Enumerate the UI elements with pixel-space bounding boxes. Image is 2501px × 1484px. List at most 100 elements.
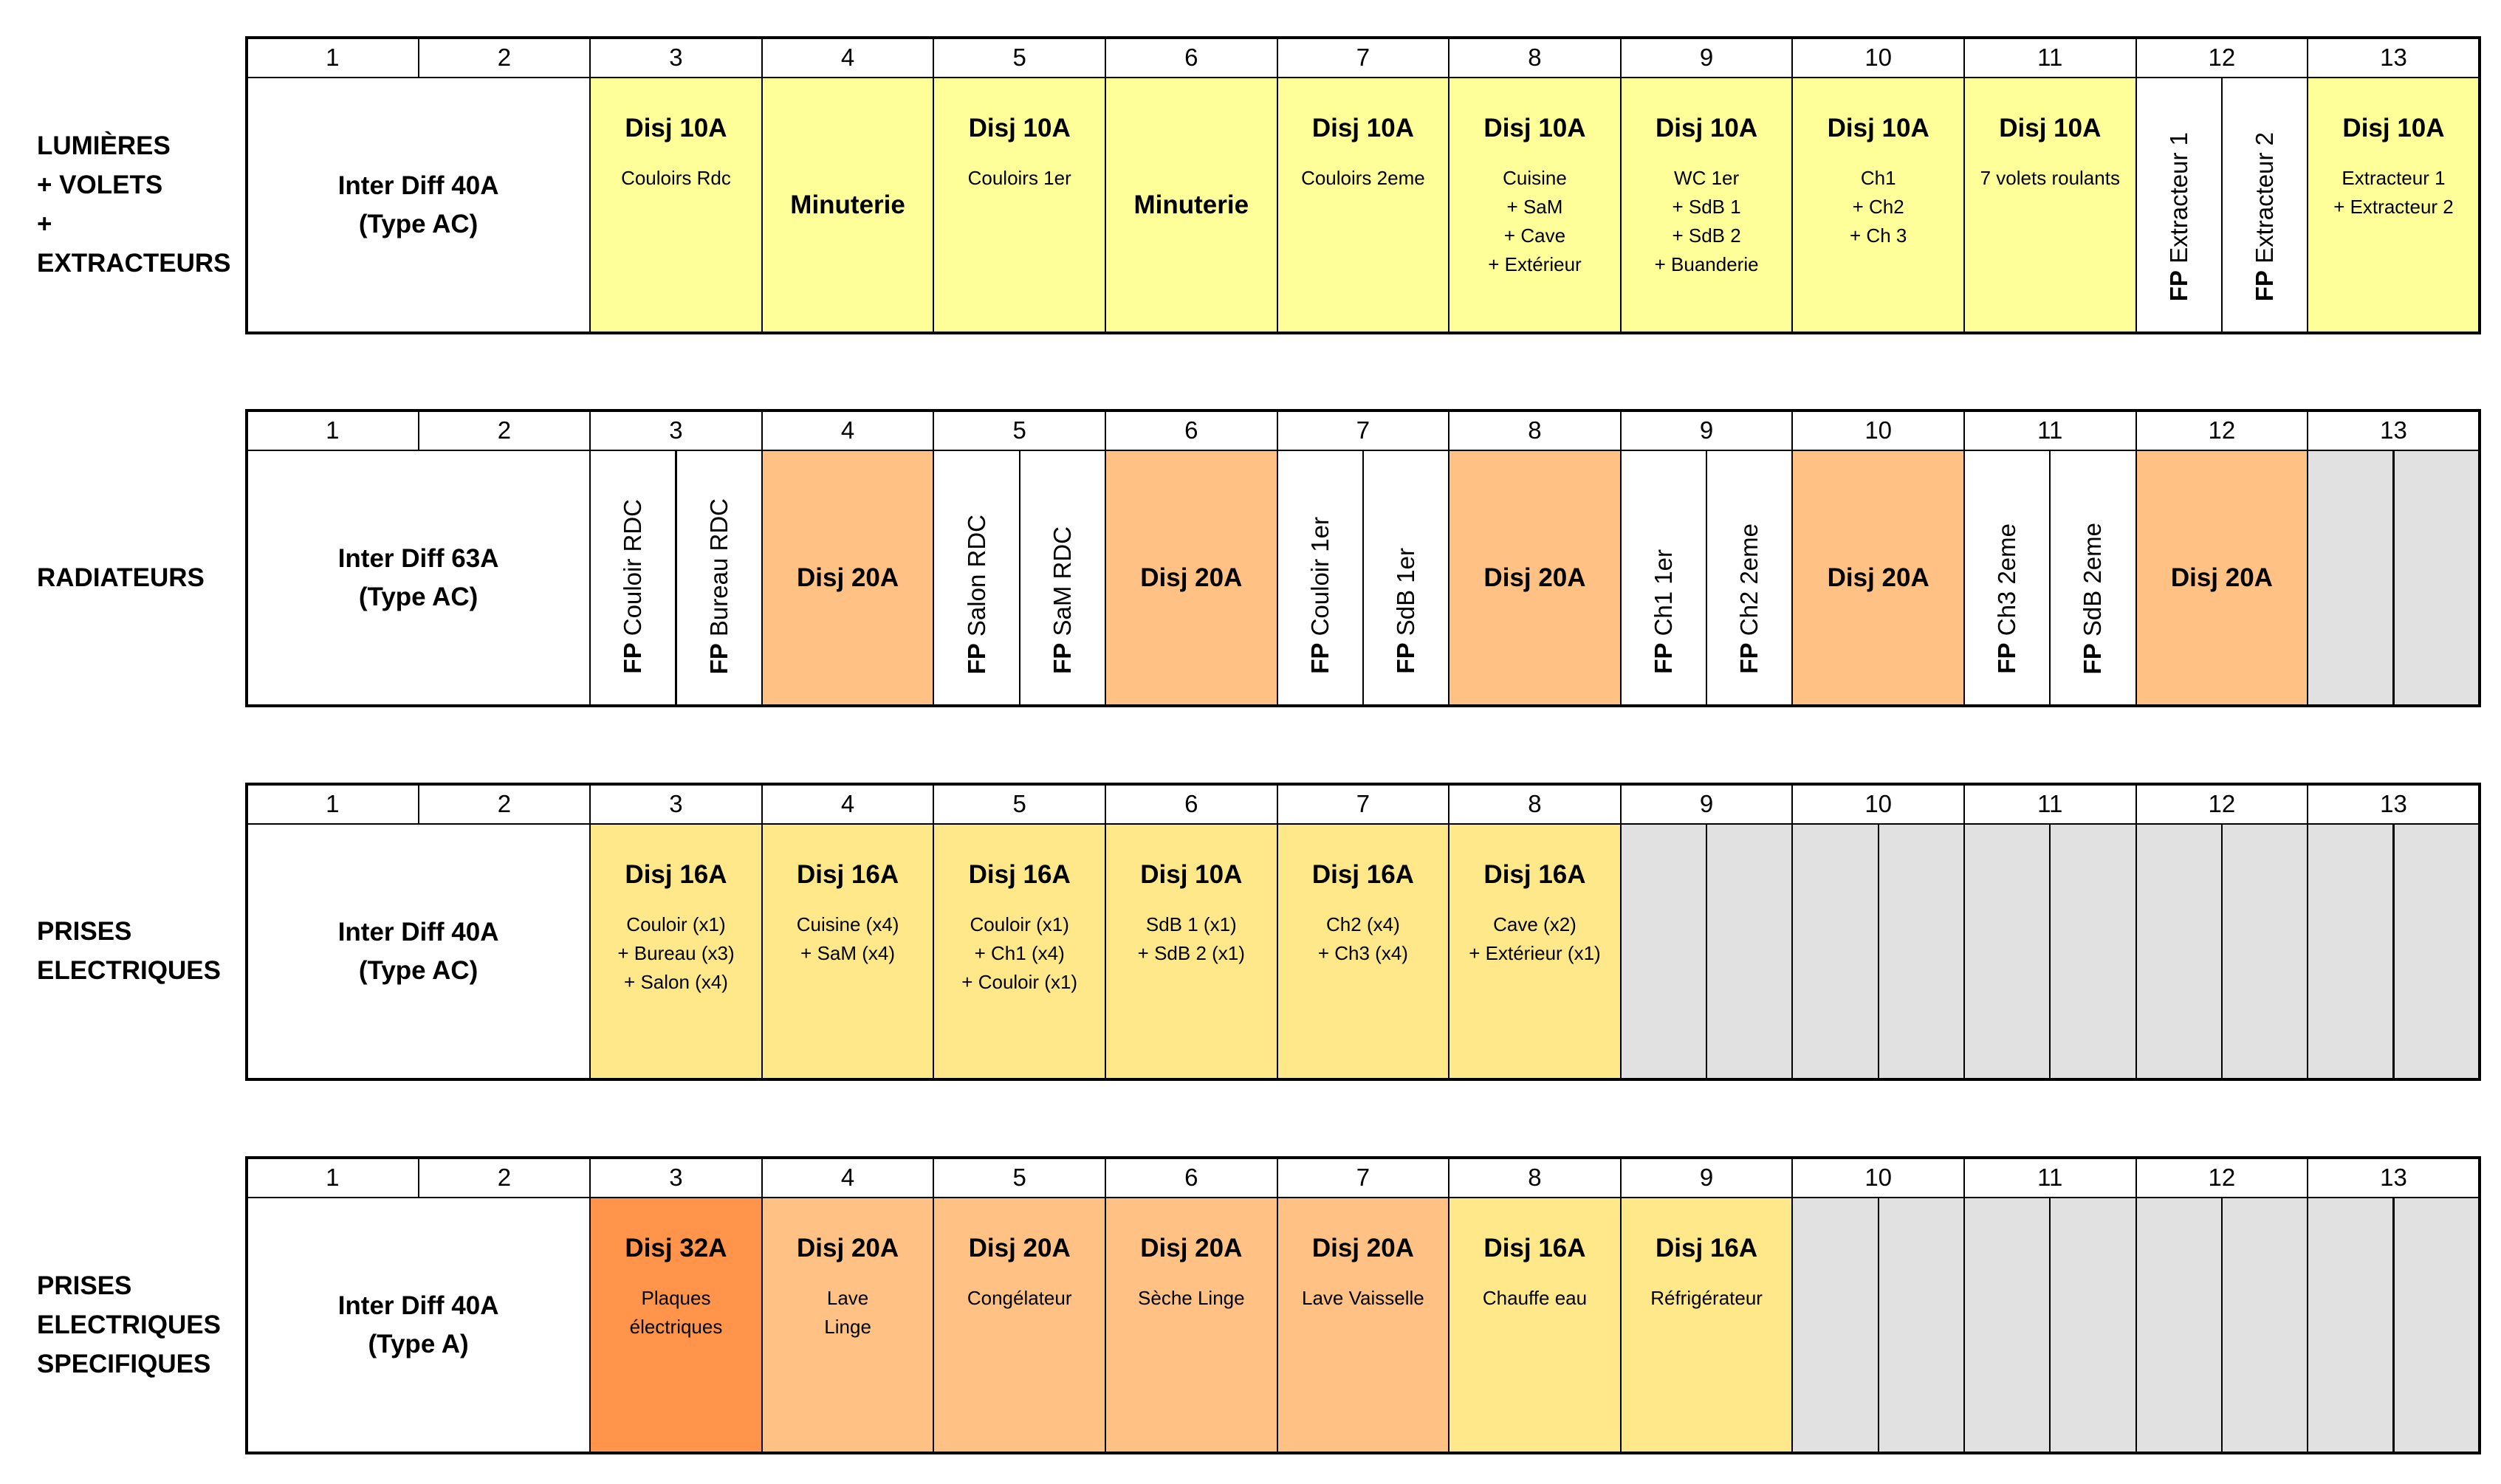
breaker-cell: Minuterie: [1105, 77, 1278, 334]
empty-slot: [2392, 1197, 2480, 1454]
empty-slot: [1877, 823, 1965, 1080]
pilot-wire-room: SaM RDC: [1048, 526, 1076, 636]
slot-number: 1: [246, 783, 419, 825]
breaker-rating: Disj 10A: [1656, 114, 1758, 142]
differential-switch: Inter Diff 40A (Type A): [246, 1197, 591, 1454]
slot-number: 1: [246, 410, 419, 451]
breaker-cell: Disj 20A: [1791, 450, 1965, 707]
slot-number: 2: [417, 410, 591, 451]
pilot-wire-prefix: FP: [704, 642, 733, 674]
breaker-cell: Disj 20A: [2135, 450, 2309, 707]
breaker-circuit: Congélateur: [967, 1287, 1072, 1309]
breaker-cell: Disj 20A Congélateur: [933, 1197, 1106, 1454]
pilot-wire-room: SdB 2eme: [2079, 522, 2107, 636]
slot-number: 13: [2307, 410, 2480, 451]
breaker-cell: Disj 20A Lave Linge: [761, 1197, 935, 1454]
breaker-cell: Disj 10A Couloirs 1er: [933, 77, 1106, 334]
breaker-rating: Disj 10A: [1827, 114, 1929, 142]
pilot-wire-cell: FP SdB 1er: [1362, 450, 1450, 707]
slot-number: 12: [2135, 37, 2309, 78]
pilot-wire-wrap: FP Ch1 1er: [1622, 451, 1706, 705]
row-label: LUMIÈRES + VOLETS + EXTRACTEURS: [37, 77, 244, 332]
pilot-wire-cell: FP Extracteur 2: [2220, 77, 2309, 334]
breaker-circuit: Couloirs 2eme: [1301, 167, 1425, 189]
pilot-wire-label: FP Ch3 2eme: [1993, 523, 2021, 674]
breaker-circuit: Chauffe eau: [1482, 1287, 1588, 1309]
pilot-wire-label: FP Couloir 1er: [1306, 517, 1334, 674]
row-label: PRISES ELECTRIQUES SPECIFIQUES: [37, 1197, 244, 1452]
slot-number: 10: [1791, 1157, 1965, 1198]
breaker-circuit: Réfrigérateur: [1650, 1287, 1763, 1309]
slot-number: 5: [933, 37, 1106, 78]
breaker-cell: Disj 10A Extracteur 1 + Extracteur 2: [2307, 77, 2480, 334]
slot-number: 13: [2307, 783, 2480, 825]
slot-number: 13: [2307, 1157, 2480, 1198]
empty-slot: [2392, 823, 2480, 1080]
breaker-rating: Disj 16A: [1311, 860, 1414, 889]
pilot-wire-prefix: FP: [962, 642, 990, 674]
pilot-wire-wrap: FP Ch2 2eme: [1707, 451, 1791, 705]
row-label: PRISES ELECTRIQUES: [37, 823, 244, 1079]
slot-number: 6: [1105, 37, 1278, 78]
pilot-wire-prefix: FP: [2164, 269, 2192, 301]
breaker-circuit: Couloirs Rdc: [621, 167, 731, 189]
breaker-rating: Disj 16A: [797, 860, 899, 889]
breaker-rating: Disj 10A: [1999, 114, 2102, 142]
pilot-wire-cell: FP SdB 2eme: [2049, 450, 2137, 707]
pilot-wire-room: SdB 1er: [1392, 548, 1420, 636]
breaker-cell: Minuterie: [761, 77, 935, 334]
pilot-wire-label: FP Salon RDC: [963, 515, 991, 674]
empty-slot: [2220, 1197, 2309, 1454]
breaker-cell: Disj 10A SdB 1 (x1) + SdB 2 (x1): [1105, 823, 1278, 1080]
slot-number: 11: [1963, 1157, 2137, 1198]
differential-switch-line: Inter Diff 40A: [337, 918, 499, 947]
empty-slot: [1619, 823, 1708, 1080]
row-label-line: PRISES: [37, 917, 132, 946]
breaker-rating: Disj 20A: [1140, 1234, 1243, 1263]
slot-number: 5: [933, 410, 1106, 451]
pilot-wire-room: Ch1 1er: [1649, 549, 1677, 636]
pilot-wire-label: FP SdB 2eme: [2079, 523, 2107, 674]
pilot-wire-prefix: FP: [1306, 642, 1334, 674]
differential-switch-label: Inter Diff 63A (Type AC): [247, 451, 589, 705]
slot-number: 6: [1105, 410, 1278, 451]
breaker-cell: Disj 10A Couloirs 2eme: [1276, 77, 1450, 334]
pilot-wire-wrap: FP Couloir 1er: [1278, 451, 1362, 705]
pilot-wire-cell: FP Ch1 1er: [1619, 450, 1708, 707]
pilot-wire-prefix: FP: [1993, 642, 2021, 674]
slot-number: 7: [1276, 37, 1450, 78]
pilot-wire-label: FP Extracteur 1: [2165, 132, 2193, 301]
pilot-wire-cell: FP Couloir RDC: [589, 450, 677, 707]
empty-slot: [1877, 1197, 1965, 1454]
breaker-rating: Disj 10A: [968, 114, 1071, 142]
cell-label: Disj 20A: [1483, 563, 1586, 592]
slot-number: 4: [761, 1157, 935, 1198]
pilot-wire-room: Couloir RDC: [619, 499, 647, 636]
pilot-wire-cell: FP Ch3 2eme: [1963, 450, 2051, 707]
breaker-rating: Disj 16A: [1483, 1234, 1586, 1263]
breaker-circuit: Lave Linge: [824, 1287, 871, 1338]
breaker-circuit: Couloir (x1) + Bureau (x3) + Salon (x4): [617, 913, 735, 993]
breaker-rating: Disj 20A: [968, 1234, 1071, 1263]
pilot-wire-cell: FP Ch2 2eme: [1706, 450, 1794, 707]
differential-switch-label: Inter Diff 40A (Type A): [247, 1198, 589, 1452]
differential-switch-line: (Type AC): [358, 583, 478, 611]
pilot-wire-room: Bureau RDC: [704, 498, 733, 636]
cell-label: Disj 20A: [797, 563, 899, 592]
pilot-wire-prefix: FP: [1735, 642, 1763, 674]
breaker-rating: Disj 10A: [1311, 114, 1414, 142]
pilot-wire-label: FP Couloir RDC: [619, 499, 647, 674]
breaker-cell: Disj 16A Couloir (x1) + Ch1 (x4) + Couloi…: [933, 823, 1106, 1080]
row-label-line: RADIATEURS: [37, 563, 205, 592]
pilot-wire-room: Extracteur 2: [2251, 131, 2279, 264]
breaker-cell: Disj 20A Lave Vaisselle: [1276, 1197, 1450, 1454]
pilot-wire-cell: FP Salon RDC: [933, 450, 1020, 707]
slot-number: 3: [589, 1157, 763, 1198]
slot-number: 8: [1448, 1157, 1622, 1198]
differential-switch-line: Inter Diff 63A: [337, 544, 499, 573]
breaker-cell: Disj 16A Cuisine (x4) + SaM (x4): [761, 823, 935, 1080]
empty-slot: [1791, 1197, 1879, 1454]
slot-number: 7: [1276, 783, 1450, 825]
breaker-cell: Disj 20A: [1448, 450, 1622, 707]
pilot-wire-wrap: FP SdB 2eme: [2051, 451, 2135, 705]
